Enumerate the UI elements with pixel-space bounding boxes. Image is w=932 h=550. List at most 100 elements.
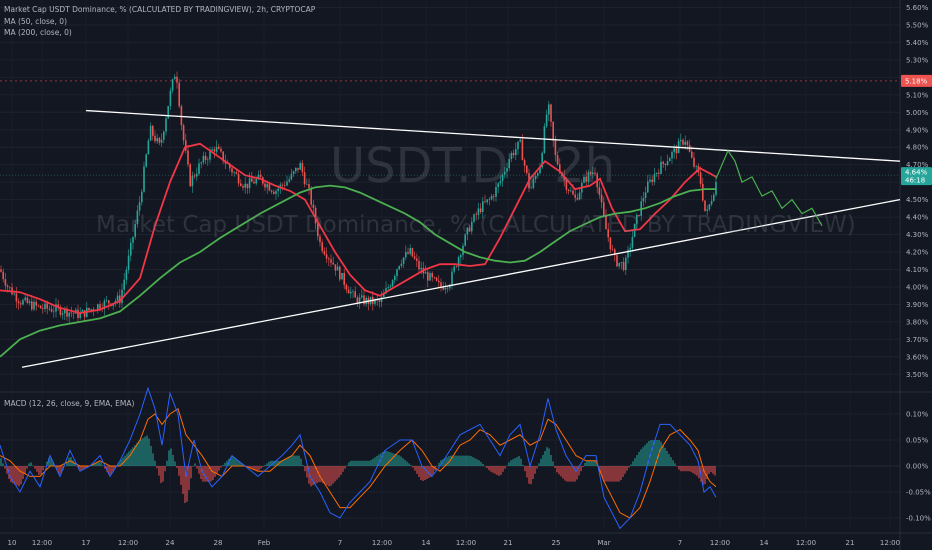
macd-histogram-bar bbox=[52, 461, 54, 466]
candle-body bbox=[653, 173, 656, 183]
candle-body bbox=[242, 185, 244, 188]
candle-body bbox=[574, 194, 576, 198]
macd-histogram-bar bbox=[702, 466, 704, 486]
high-badge-value: 5.18% bbox=[905, 77, 928, 85]
macd-histogram-bar bbox=[146, 435, 148, 466]
candle-body bbox=[539, 167, 541, 174]
candle-body bbox=[378, 300, 381, 302]
candle-body bbox=[684, 141, 686, 145]
macd-histogram-bar bbox=[664, 447, 666, 466]
macd-histogram-bar bbox=[402, 458, 404, 466]
macd-histogram-bar bbox=[350, 460, 352, 466]
candle-body bbox=[691, 151, 693, 158]
macd-histogram-bar bbox=[550, 454, 552, 466]
candle-body bbox=[521, 139, 524, 161]
macd-histogram-bar bbox=[60, 466, 62, 475]
macd-histogram-bar bbox=[120, 459, 122, 466]
macd-histogram-bar bbox=[668, 454, 670, 466]
watermark-symbol: USDT.D , 2h bbox=[330, 138, 616, 194]
macd-histogram-bar bbox=[464, 455, 466, 466]
macd-histogram-bar bbox=[560, 466, 562, 477]
macd-histogram-bar bbox=[364, 460, 366, 466]
candle-body bbox=[664, 163, 667, 165]
macd-histogram-bar bbox=[44, 466, 46, 467]
ma200-legend[interactable]: MA (200, close, 0) bbox=[4, 28, 72, 37]
macd-histogram-bar bbox=[250, 466, 252, 469]
chart-title[interactable]: Market Cap USDT Dominance, % (CALCULATED… bbox=[4, 5, 316, 14]
candle-body bbox=[4, 279, 7, 286]
candle-body bbox=[647, 181, 649, 193]
candle-body bbox=[125, 269, 128, 280]
macd-histogram-bar bbox=[300, 458, 302, 466]
time-tick-label: 12:00 bbox=[118, 539, 138, 547]
candle-body bbox=[358, 297, 361, 304]
candle-body bbox=[545, 114, 548, 127]
macd-histogram-bar bbox=[32, 465, 34, 466]
candle-body bbox=[152, 125, 154, 136]
candle-body bbox=[50, 309, 53, 312]
trendlines[interactable] bbox=[0, 80, 901, 368]
candle-body bbox=[15, 293, 18, 302]
macd-histogram-bar bbox=[358, 460, 360, 466]
price-tick-label: 4.00% bbox=[906, 283, 929, 291]
watermark-name: Market Cap USDT Dominance, % (CALCULATED… bbox=[96, 212, 856, 238]
candle-body bbox=[334, 264, 337, 271]
candle-body bbox=[160, 139, 163, 143]
macd-histogram-bar bbox=[630, 464, 632, 466]
candle-body bbox=[187, 150, 189, 165]
macd-histogram-bar bbox=[558, 466, 560, 475]
candle-body bbox=[416, 258, 418, 261]
candle-body bbox=[332, 262, 334, 265]
candle-body bbox=[171, 79, 174, 91]
time-axis[interactable]: 10 12:00 17 12:00 24 28 Feb 7 12:00 14 12:00 21 25 Ma… bbox=[8, 539, 901, 547]
macd-histogram-bar bbox=[266, 463, 268, 466]
macd-histogram-bar bbox=[534, 466, 536, 474]
macd-histogram-bar bbox=[572, 466, 574, 482]
candle-body bbox=[710, 200, 713, 205]
candle-body bbox=[66, 308, 68, 317]
macd-histogram-bar bbox=[258, 466, 260, 471]
candle-body bbox=[44, 303, 46, 310]
candle-body bbox=[264, 183, 266, 188]
candle-body bbox=[165, 118, 167, 132]
candle-body bbox=[31, 301, 33, 310]
macd-histogram-bar bbox=[396, 454, 398, 466]
price-axis[interactable]: 5.60%5.50%5.40%5.30%5.20%5.10%5.00%4.90%… bbox=[906, 4, 931, 523]
candle-body bbox=[407, 252, 409, 254]
time-tick-label: 12:00 bbox=[796, 539, 816, 547]
candle-body bbox=[207, 159, 209, 161]
macd-histogram-bar bbox=[204, 466, 206, 482]
candle-body bbox=[121, 289, 123, 304]
macd-histogram-bar bbox=[66, 461, 68, 466]
macd-histogram-bar bbox=[636, 455, 638, 466]
candle-body bbox=[174, 76, 176, 80]
macd-histogram-bar bbox=[476, 459, 478, 466]
price-tick-label: 5.10% bbox=[906, 91, 929, 99]
ma50-legend[interactable]: MA (50, close, 0) bbox=[4, 17, 68, 26]
time-tick-label: 14 bbox=[422, 539, 431, 547]
macd-histogram-bar bbox=[174, 461, 176, 466]
macd-histogram-bar bbox=[566, 466, 568, 482]
candle-body bbox=[273, 191, 275, 194]
macd-histogram-bar bbox=[516, 457, 518, 466]
macd-histogram-bar bbox=[642, 447, 644, 466]
candle-body bbox=[198, 163, 200, 174]
candle-body bbox=[319, 236, 321, 243]
candle-body bbox=[609, 237, 612, 250]
candle-body bbox=[308, 183, 310, 189]
macd-legend[interactable]: MACD (12, 26, close, 9, EMA, EMA) bbox=[4, 399, 135, 408]
candle-body bbox=[534, 175, 537, 180]
macd-histogram-bar bbox=[348, 462, 350, 466]
macd-histogram-bar bbox=[366, 460, 368, 466]
candle-body bbox=[99, 304, 101, 309]
candle-body bbox=[266, 184, 268, 188]
candle-body bbox=[512, 152, 515, 155]
macd-histogram-bar bbox=[400, 456, 402, 466]
candle-body bbox=[451, 271, 453, 286]
macd-histogram-bar bbox=[194, 463, 196, 466]
macd-histogram-bar bbox=[526, 466, 528, 478]
candle-body bbox=[468, 227, 471, 232]
candle-body bbox=[28, 301, 31, 304]
macd-histogram-bar bbox=[370, 460, 372, 466]
